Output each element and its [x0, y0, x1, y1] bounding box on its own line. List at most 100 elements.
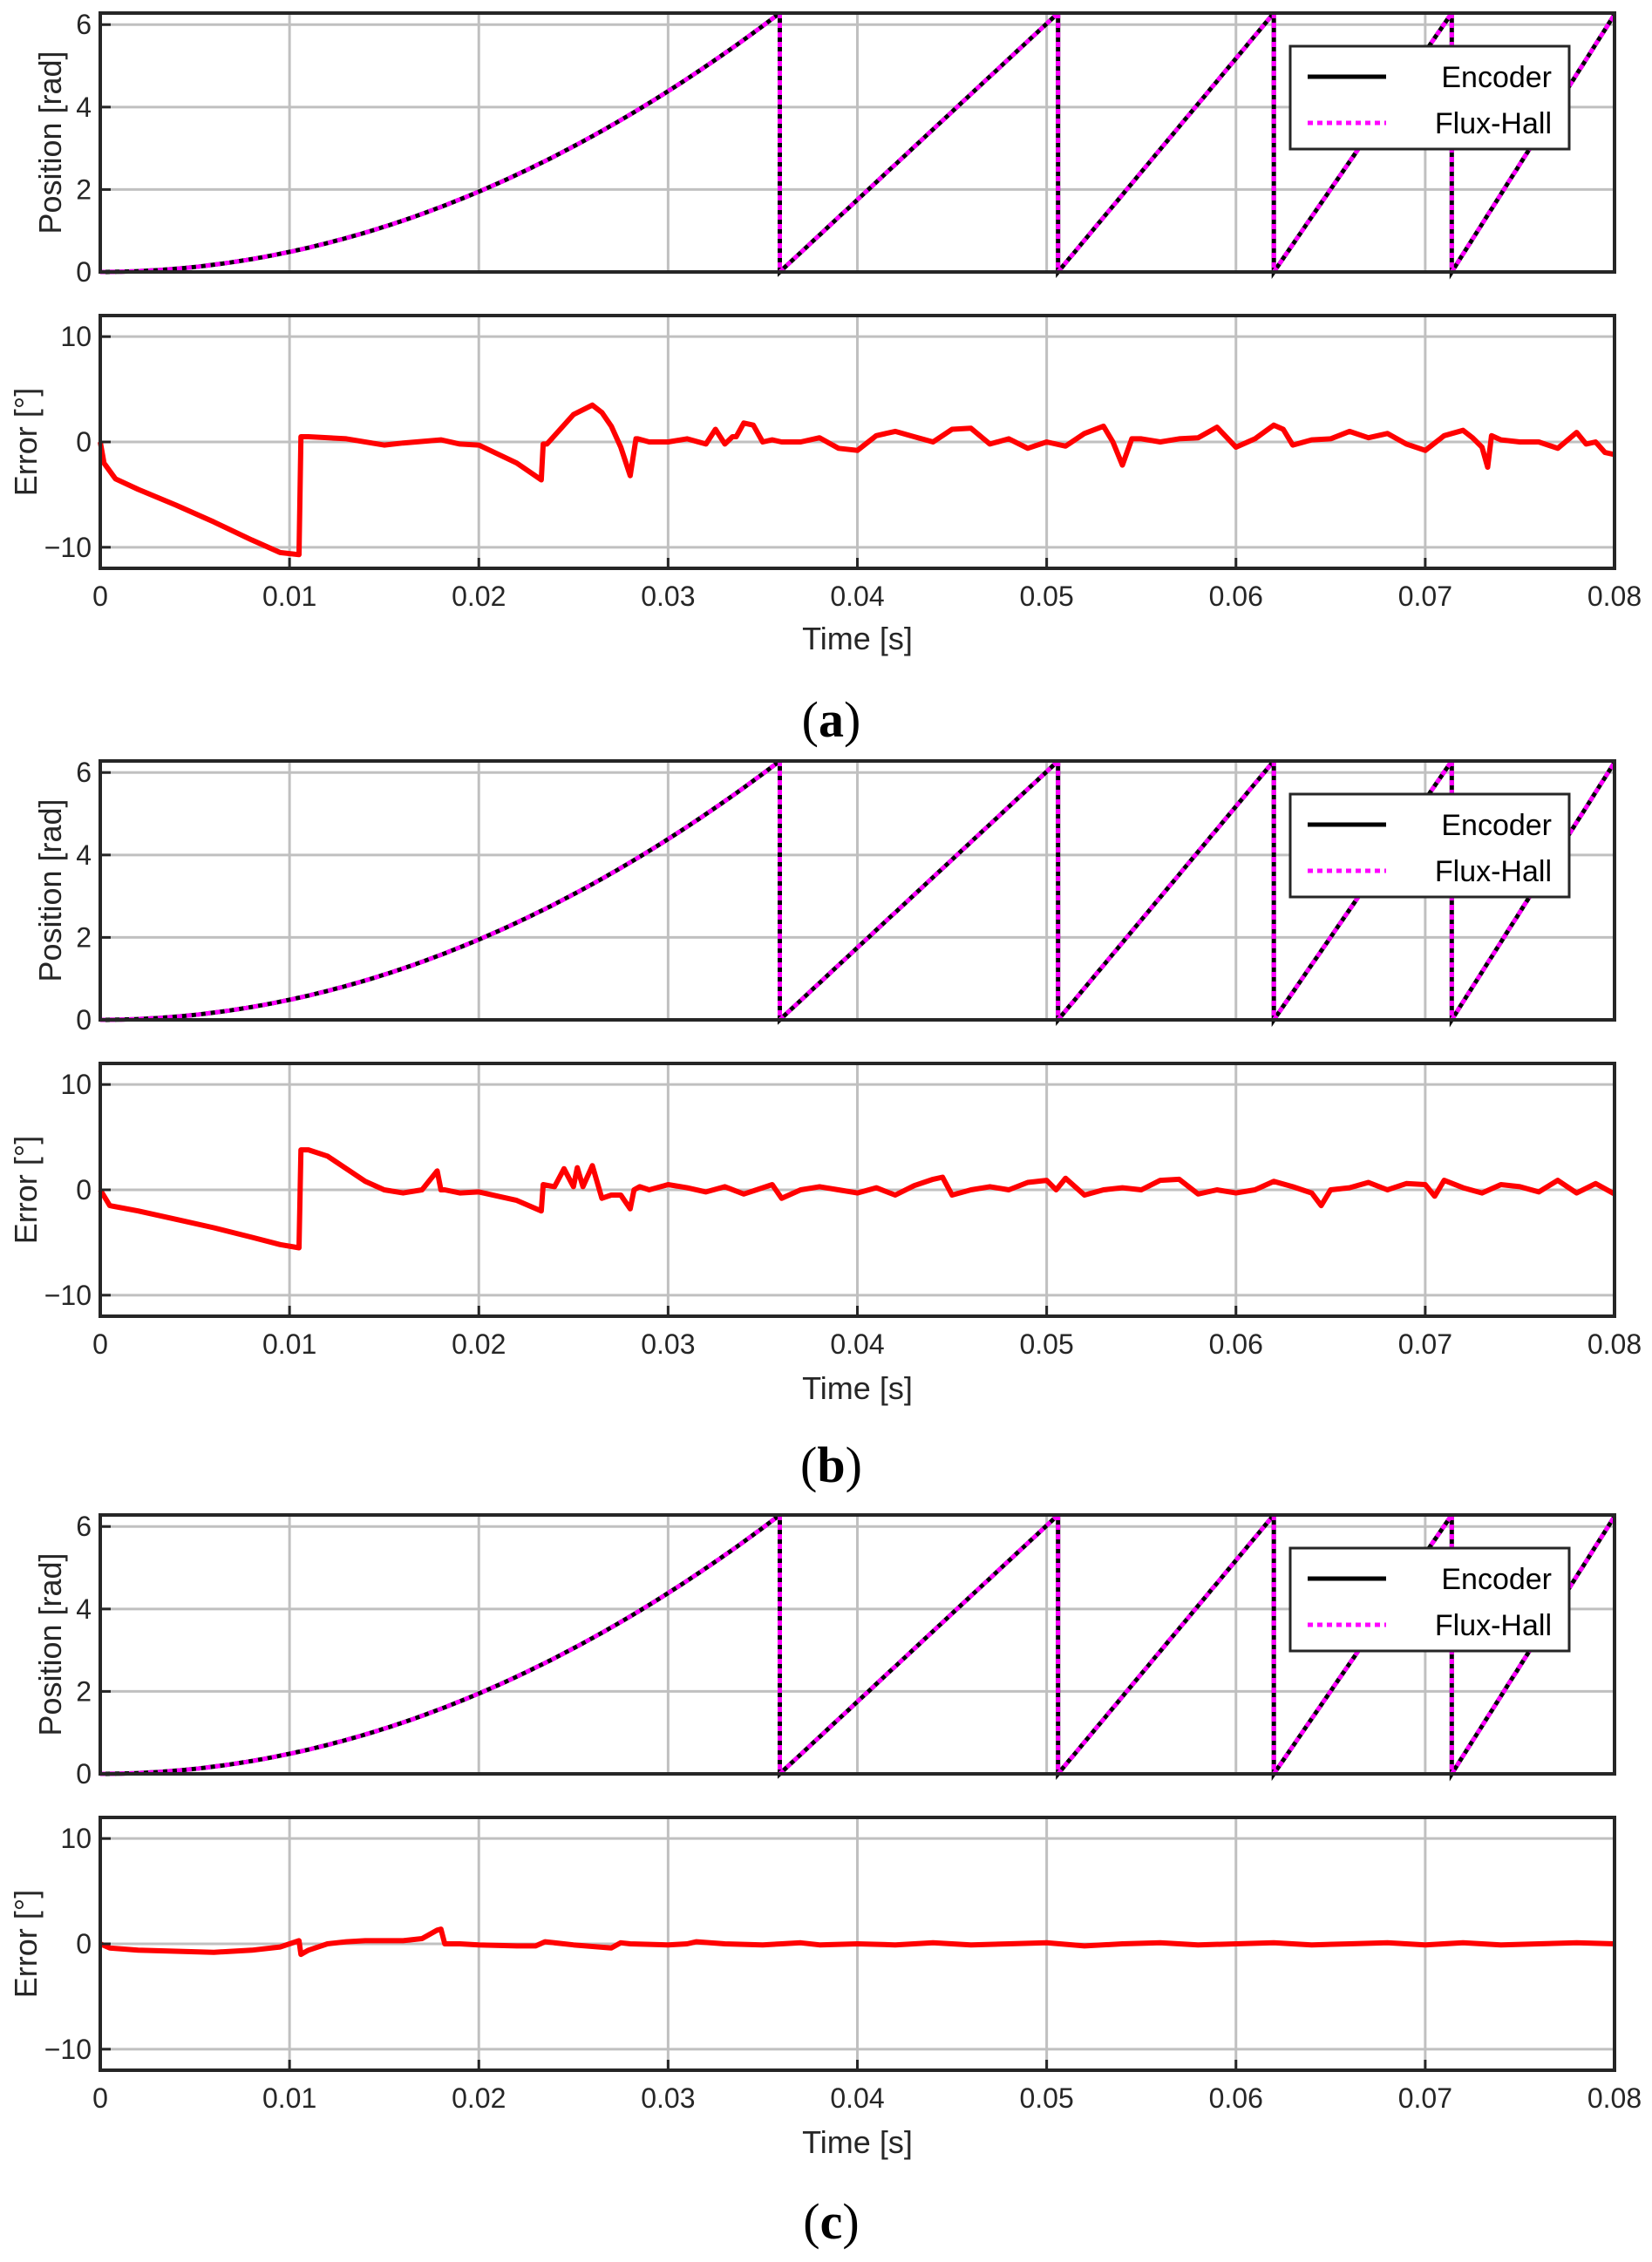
panel-caption: (c) — [803, 2193, 859, 2250]
error-line — [99, 1926, 1615, 1958]
xtick-label: 0.05 — [1019, 1328, 1073, 1360]
xlabel: Time [s] — [802, 621, 913, 656]
position-ytick-label: 6 — [76, 9, 92, 40]
xtick-label: 0.01 — [262, 1328, 316, 1360]
error-ylabel: Error [°] — [8, 1890, 44, 1998]
caption-open-paren: ( — [802, 691, 819, 748]
xtick-label: 0.06 — [1209, 581, 1263, 612]
xtick-label: 0.08 — [1587, 2082, 1642, 2114]
panel-caption: (a) — [802, 691, 861, 748]
xtick-label: 0.08 — [1587, 1328, 1642, 1360]
position-ytick-label: 0 — [76, 256, 92, 288]
fluxhall-line — [100, 1513, 1617, 1782]
xtick-label: 0 — [92, 581, 108, 612]
error-ytick-label: 10 — [60, 1823, 92, 1854]
error-line — [98, 402, 1615, 558]
legend: Encoder Flux-Hall — [1288, 1546, 1571, 1653]
position-ylabel: Position [rad] — [32, 798, 68, 982]
error-ytick-label: 0 — [76, 426, 92, 458]
position-ytick-label: 4 — [76, 92, 92, 123]
caption-letter: a — [819, 691, 844, 748]
position-axes: 0 2 4 6 Position [rad] Encoder Flux-Hall — [32, 757, 1617, 1036]
caption-close-paren: ) — [844, 691, 860, 748]
legend-fluxhall-label: Flux-Hall — [1435, 855, 1552, 888]
position-axes-frame — [99, 759, 1616, 1022]
xtick-label: 0.01 — [262, 2082, 316, 2114]
xtick-label: 0.03 — [641, 581, 695, 612]
xtick-label: 0.01 — [262, 581, 316, 612]
xtick-label: 0 — [92, 2082, 108, 2114]
error-ytick-label: 10 — [60, 1069, 92, 1100]
xtick-label: 0.02 — [452, 2082, 506, 2114]
error-ylabel: Error [°] — [8, 388, 44, 496]
xtick-label: 0.02 — [452, 581, 506, 612]
legend-box — [1288, 1546, 1571, 1653]
position-ytick-label: 6 — [76, 757, 92, 788]
xtick-label: 0 — [92, 1328, 108, 1360]
xtick-label: 0.03 — [641, 1328, 695, 1360]
caption-letter: b — [817, 1437, 845, 1493]
xtick-label: 0.08 — [1587, 581, 1642, 612]
xtick-label: 0.06 — [1209, 2082, 1263, 2114]
position-axes: 0 2 4 6 Position [rad] Encoder Flux-Hall — [32, 1511, 1617, 1790]
error-ytick-label: −10 — [44, 532, 92, 563]
position-ytick-label: 6 — [76, 1511, 92, 1542]
error-ytick-label: −10 — [44, 2034, 92, 2065]
position-ytick-label: 4 — [76, 1593, 92, 1625]
xtick-label: 0.04 — [830, 2082, 884, 2114]
caption-close-paren: ) — [846, 1437, 862, 1493]
position-ytick-label: 2 — [76, 1675, 92, 1707]
position-ylabel: Position [rad] — [32, 51, 68, 234]
fluxhall-line — [100, 759, 1617, 1028]
legend-fluxhall-label: Flux-Hall — [1435, 107, 1552, 140]
xlabel: Time [s] — [802, 1370, 913, 1406]
legend-box — [1288, 792, 1571, 899]
xtick-label: 0.02 — [452, 1328, 506, 1360]
position-axes-frame — [99, 11, 1616, 274]
position-ytick-label: 2 — [76, 921, 92, 953]
xlabel: Time [s] — [802, 2124, 913, 2160]
xtick-label: 0.04 — [830, 1328, 884, 1360]
error-line — [98, 1147, 1616, 1251]
xtick-label: 0.07 — [1398, 581, 1452, 612]
xtick-label: 0.05 — [1019, 2082, 1073, 2114]
legend-encoder-label: Encoder — [1441, 1563, 1552, 1596]
xtick-label: 0.04 — [830, 581, 884, 612]
error-ytick-label: 0 — [76, 1174, 92, 1206]
xtick-label: 0.07 — [1398, 2082, 1452, 2114]
caption-letter: c — [820, 2193, 843, 2250]
legend-encoder-label: Encoder — [1441, 61, 1552, 94]
xtick-label: 0.06 — [1209, 1328, 1263, 1360]
xtick-label: 0.03 — [641, 2082, 695, 2114]
legend-fluxhall-label: Flux-Hall — [1435, 1609, 1552, 1642]
xtick-label: 0.07 — [1398, 1328, 1452, 1360]
error-ytick-label: 0 — [76, 1928, 92, 1960]
error-ytick-label: 10 — [60, 321, 92, 352]
position-ytick-label: 4 — [76, 839, 92, 871]
panel-caption: (b) — [800, 1437, 862, 1493]
position-axes-frame — [99, 1513, 1616, 1776]
position-ytick-label: 2 — [76, 173, 92, 205]
caption-open-paren: ( — [803, 2193, 819, 2250]
fluxhall-line — [100, 11, 1617, 280]
error-ytick-label: −10 — [44, 1280, 92, 1311]
position-ytick-label: 0 — [76, 1758, 92, 1790]
legend: Encoder Flux-Hall — [1288, 44, 1571, 151]
legend-box — [1288, 44, 1571, 151]
position-axes: 0 2 4 6 Position [rad] Encoder Flux-Hall — [32, 9, 1617, 288]
legend: Encoder Flux-Hall — [1288, 792, 1571, 899]
position-ylabel: Position [rad] — [32, 1552, 68, 1736]
error-ylabel: Error [°] — [8, 1136, 44, 1244]
caption-open-paren: ( — [800, 1437, 817, 1493]
xtick-label: 0.05 — [1019, 581, 1073, 612]
legend-encoder-label: Encoder — [1441, 809, 1552, 842]
position-ytick-label: 0 — [76, 1004, 92, 1036]
caption-close-paren: ) — [842, 2193, 859, 2250]
